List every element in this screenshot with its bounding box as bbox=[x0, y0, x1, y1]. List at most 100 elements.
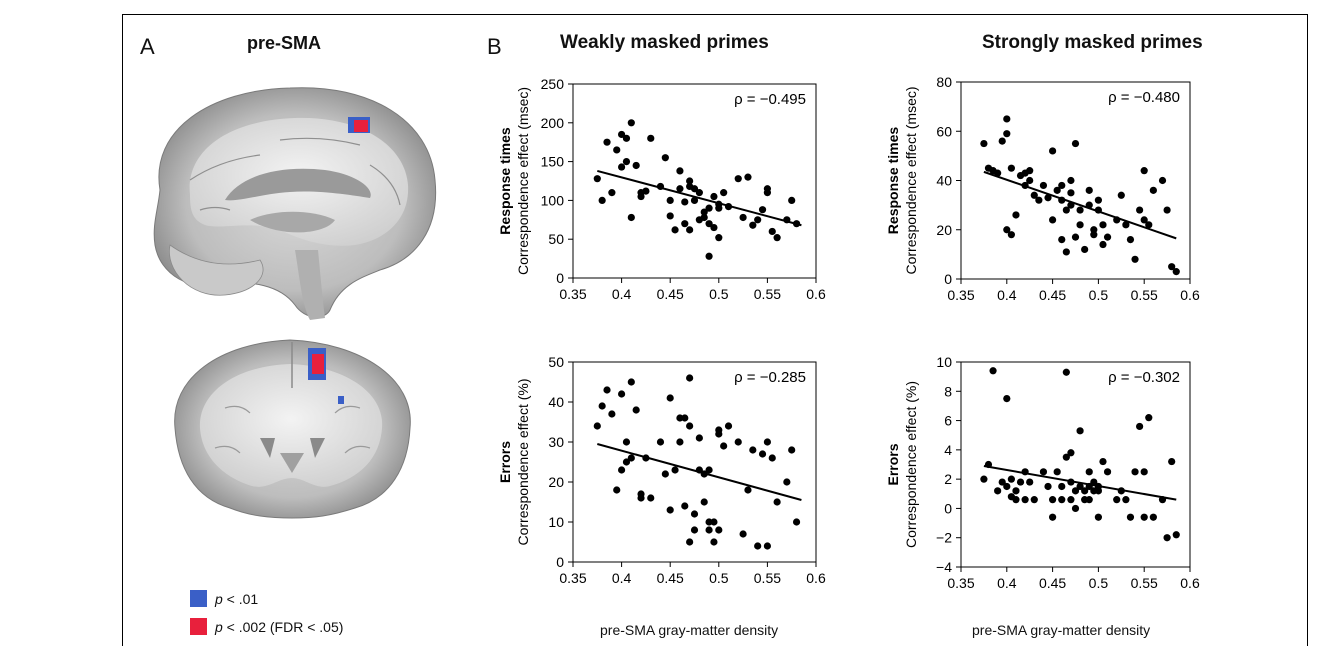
x-tick-label: 0.35 bbox=[559, 286, 586, 302]
data-point bbox=[1103, 468, 1112, 476]
data-point bbox=[1090, 231, 1098, 239]
data-point bbox=[1117, 191, 1125, 199]
x-tick-label: 0.4 bbox=[997, 287, 1017, 303]
legend-label-italic: p bbox=[215, 618, 223, 635]
data-point bbox=[642, 187, 650, 195]
data-point bbox=[1103, 233, 1112, 241]
data-point bbox=[622, 134, 631, 142]
data-point bbox=[994, 487, 1002, 495]
row-label: Response times bbox=[885, 127, 901, 235]
y-tick-label: 4 bbox=[944, 442, 952, 458]
y-tick-label: −2 bbox=[936, 530, 952, 546]
data-point bbox=[1071, 504, 1080, 513]
data-point bbox=[627, 119, 635, 127]
data-point bbox=[598, 196, 606, 204]
data-point bbox=[1003, 482, 1011, 491]
data-point bbox=[1067, 176, 1075, 185]
data-point bbox=[758, 206, 767, 214]
regression-line bbox=[597, 169, 802, 227]
data-point bbox=[647, 134, 655, 142]
y-tick-label: 50 bbox=[548, 231, 564, 247]
data-point bbox=[710, 538, 718, 546]
data-point bbox=[1062, 206, 1070, 214]
data-point bbox=[1067, 449, 1075, 457]
data-point bbox=[1012, 487, 1020, 495]
data-point bbox=[1021, 496, 1029, 504]
x-tick-label: 0.4 bbox=[997, 575, 1017, 591]
data-point bbox=[1094, 206, 1102, 214]
data-point bbox=[1149, 186, 1157, 194]
data-point bbox=[656, 182, 665, 191]
legend-swatch-blue bbox=[190, 590, 207, 607]
y-tick-label: 2 bbox=[944, 471, 952, 487]
data-point bbox=[1007, 164, 1015, 172]
data-point bbox=[1172, 531, 1180, 539]
data-point bbox=[1058, 181, 1066, 190]
row-label: Response times bbox=[497, 127, 513, 235]
data-point bbox=[661, 154, 669, 162]
data-point bbox=[980, 475, 988, 483]
x-tick-label: 0.55 bbox=[1131, 287, 1158, 303]
y-tick-label: 0 bbox=[944, 271, 952, 287]
data-point bbox=[1113, 496, 1121, 504]
data-point bbox=[1030, 496, 1038, 504]
data-point bbox=[1021, 181, 1029, 190]
data-point bbox=[744, 486, 752, 494]
data-point bbox=[749, 221, 757, 229]
y-axis-label: Correspondence effect (msec) bbox=[515, 87, 531, 275]
correlation-annotation: ρ = −0.285 bbox=[734, 369, 806, 386]
data-point bbox=[700, 208, 708, 216]
y-tick-label: −4 bbox=[936, 559, 952, 575]
data-point bbox=[1076, 482, 1084, 491]
data-point bbox=[1126, 513, 1135, 521]
x-tick-label: 0.5 bbox=[709, 286, 729, 302]
data-point bbox=[1062, 248, 1070, 256]
data-point bbox=[1140, 216, 1148, 224]
x-tick-label: 0.45 bbox=[1039, 575, 1066, 591]
data-point bbox=[1122, 221, 1130, 229]
x-tick-label: 0.55 bbox=[754, 286, 781, 302]
data-point bbox=[1145, 414, 1153, 422]
data-point bbox=[1140, 167, 1148, 175]
data-point bbox=[1053, 468, 1061, 476]
data-point bbox=[705, 252, 713, 260]
data-point bbox=[647, 494, 655, 502]
data-point bbox=[627, 213, 635, 222]
data-point bbox=[792, 220, 801, 228]
data-point bbox=[1026, 176, 1034, 185]
legend-item-p002: p < .002 (FDR < .05) bbox=[190, 618, 343, 635]
data-point bbox=[671, 226, 679, 234]
data-point bbox=[1007, 475, 1015, 483]
y-axis-label: Correspondence effect (msec) bbox=[903, 86, 919, 274]
data-point bbox=[1149, 513, 1157, 521]
panel-a-title: pre-SMA bbox=[247, 33, 322, 53]
y-tick-label: 40 bbox=[936, 173, 952, 189]
data-point bbox=[705, 220, 713, 228]
x-tick-label: 0.4 bbox=[612, 286, 632, 302]
data-point bbox=[627, 454, 635, 462]
data-point bbox=[1049, 147, 1057, 155]
data-point bbox=[1140, 468, 1148, 476]
y-tick-label: 10 bbox=[936, 354, 952, 370]
data-point bbox=[720, 442, 728, 450]
data-point bbox=[1049, 496, 1057, 504]
data-point bbox=[783, 216, 791, 224]
data-point bbox=[1003, 130, 1011, 138]
regression-line bbox=[983, 464, 1177, 501]
data-point bbox=[622, 158, 631, 166]
data-point bbox=[700, 470, 708, 478]
x-tick-label: 0.6 bbox=[806, 286, 826, 302]
data-point bbox=[1131, 255, 1139, 263]
panel-a-letter: A bbox=[140, 34, 155, 59]
data-point bbox=[622, 458, 631, 466]
data-point bbox=[1003, 395, 1011, 403]
data-point bbox=[734, 175, 742, 183]
data-point bbox=[686, 226, 694, 234]
correlation-annotation: ρ = −0.302 bbox=[1108, 369, 1180, 386]
x-tick-label: 0.5 bbox=[1089, 575, 1109, 591]
data-point bbox=[763, 189, 772, 197]
data-point bbox=[608, 410, 616, 418]
column-title-strong: Strongly masked primes bbox=[982, 32, 1203, 53]
data-point bbox=[1099, 457, 1107, 466]
plot-area-0 bbox=[572, 83, 817, 279]
